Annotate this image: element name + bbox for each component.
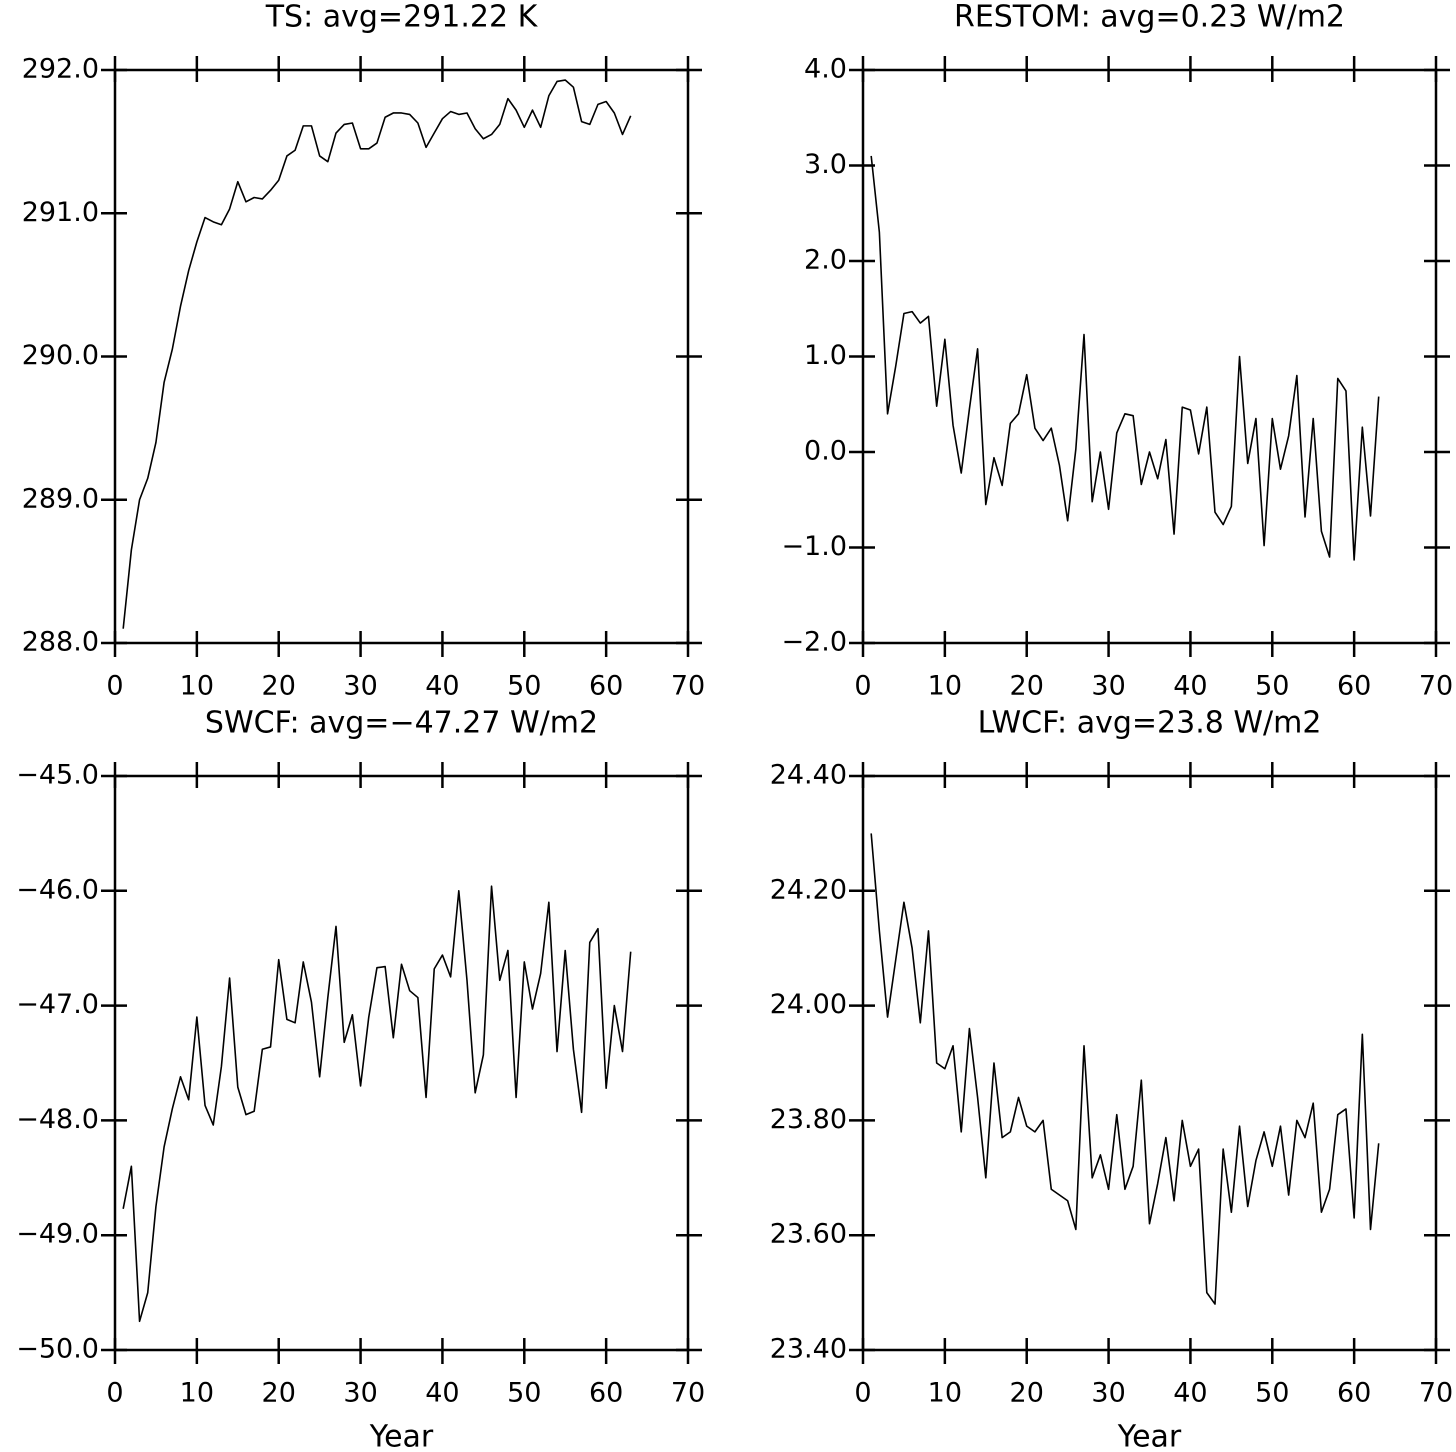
y-tick-label: 23.80	[770, 1104, 847, 1135]
x-tick-label: 40	[1173, 671, 1207, 702]
y-tick-label: 24.00	[770, 989, 847, 1020]
x-tick-label: 50	[507, 671, 541, 702]
x-tick-label: 0	[854, 1378, 871, 1409]
y-tick-label: −46.0	[16, 874, 99, 905]
x-tick-label: 0	[106, 1378, 123, 1409]
x-tick-label: 70	[1419, 671, 1453, 702]
plot-frame	[861, 774, 1438, 1352]
x-tick-label: 60	[589, 671, 623, 702]
x-tick-label: 10	[180, 1378, 214, 1409]
x-tick-label: 0	[106, 671, 123, 702]
x-tick-label: 30	[343, 1378, 377, 1409]
x-axis-label: Year	[1117, 1420, 1182, 1452]
x-tick-label: 30	[1091, 671, 1125, 702]
data-line	[122, 885, 632, 1323]
x-tick-label: 20	[1010, 671, 1044, 702]
y-tick-label: 24.40	[770, 760, 847, 791]
plot-frame	[861, 68, 1438, 645]
y-tick-label: −47.0	[16, 989, 99, 1020]
x-tick-label: 40	[1173, 1378, 1207, 1409]
x-tick-label: 60	[589, 1378, 623, 1409]
x-tick-label: 70	[671, 671, 705, 702]
y-tick-label: 23.40	[770, 1334, 847, 1365]
x-tick-label: 50	[1255, 671, 1289, 702]
plot-frame	[113, 774, 690, 1352]
chart-title: SWCF: avg=−47.27 W/m2	[205, 706, 598, 741]
y-tick-label: 24.20	[770, 874, 847, 905]
y-tick-label: 4.0	[804, 54, 847, 85]
y-tick-label: 1.0	[804, 340, 847, 371]
x-tick-label: 60	[1337, 671, 1371, 702]
y-tick-label: −45.0	[16, 760, 99, 791]
y-tick-label: 291.0	[22, 197, 99, 228]
y-tick-label: 2.0	[804, 245, 847, 276]
x-tick-label: 70	[671, 1378, 705, 1409]
y-tick-label: −48.0	[16, 1104, 99, 1135]
y-tick-label: −2.0	[781, 627, 847, 658]
x-tick-label: 60	[1337, 1378, 1371, 1409]
x-tick-label: 10	[928, 671, 962, 702]
x-tick-label: 20	[262, 1378, 296, 1409]
data-line	[870, 833, 1380, 1305]
chart-title: TS: avg=291.22 K	[265, 0, 539, 35]
x-tick-label: 10	[180, 671, 214, 702]
x-tick-label: 30	[1091, 1378, 1125, 1409]
x-tick-label: 10	[928, 1378, 962, 1409]
chart-title: RESTOM: avg=0.23 W/m2	[954, 0, 1345, 35]
x-tick-label: 50	[507, 1378, 541, 1409]
y-tick-label: 290.0	[22, 340, 99, 371]
x-tick-label: 0	[854, 671, 871, 702]
plot-frame	[113, 68, 690, 645]
y-tick-label: 289.0	[22, 483, 99, 514]
y-tick-label: −50.0	[16, 1334, 99, 1365]
x-axis-label: Year	[369, 1420, 434, 1452]
x-tick-label: 40	[425, 1378, 459, 1409]
y-tick-label: 292.0	[22, 54, 99, 85]
y-tick-label: 288.0	[22, 627, 99, 658]
y-tick-label: −49.0	[16, 1219, 99, 1250]
x-tick-label: 20	[1010, 1378, 1044, 1409]
y-tick-label: 23.60	[770, 1219, 847, 1250]
x-tick-label: 20	[262, 671, 296, 702]
x-tick-label: 70	[1419, 1378, 1453, 1409]
x-tick-label: 40	[425, 671, 459, 702]
x-tick-label: 30	[343, 671, 377, 702]
data-line	[870, 155, 1380, 561]
chart-title: LWCF: avg=23.8 W/m2	[978, 706, 1322, 741]
y-tick-label: 3.0	[804, 149, 847, 180]
y-tick-label: −1.0	[781, 531, 847, 562]
x-tick-label: 50	[1255, 1378, 1289, 1409]
data-line	[122, 79, 632, 629]
y-tick-label: 0.0	[804, 436, 847, 467]
